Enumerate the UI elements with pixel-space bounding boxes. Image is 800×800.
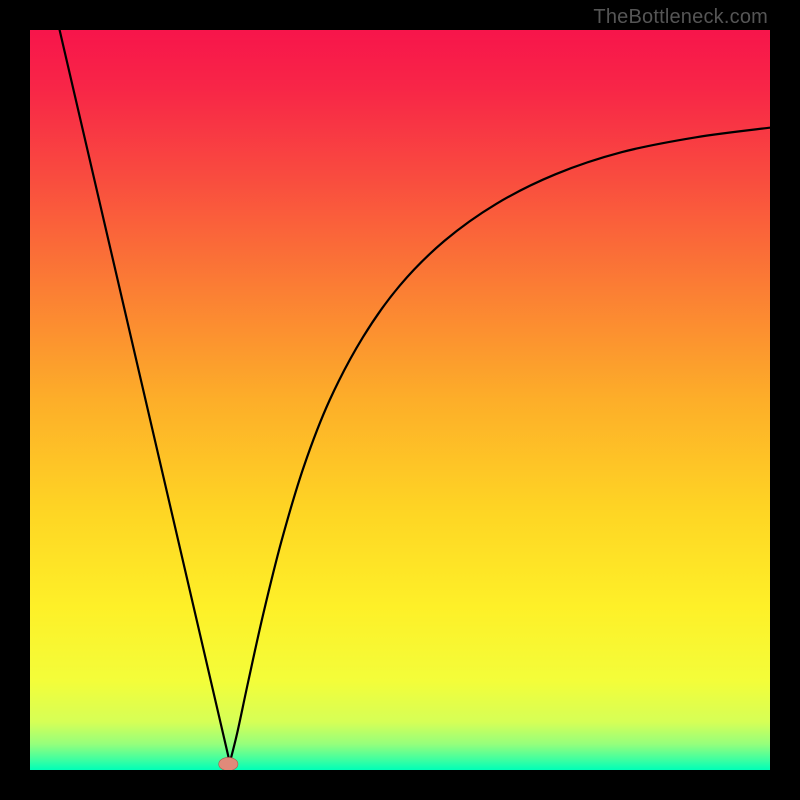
chart-frame: TheBottleneck.com (0, 0, 800, 800)
watermark-text: TheBottleneck.com (593, 6, 768, 29)
minimum-marker (219, 757, 238, 770)
plot-svg (30, 30, 770, 770)
plot-area (30, 30, 770, 770)
gradient-background (30, 30, 770, 770)
